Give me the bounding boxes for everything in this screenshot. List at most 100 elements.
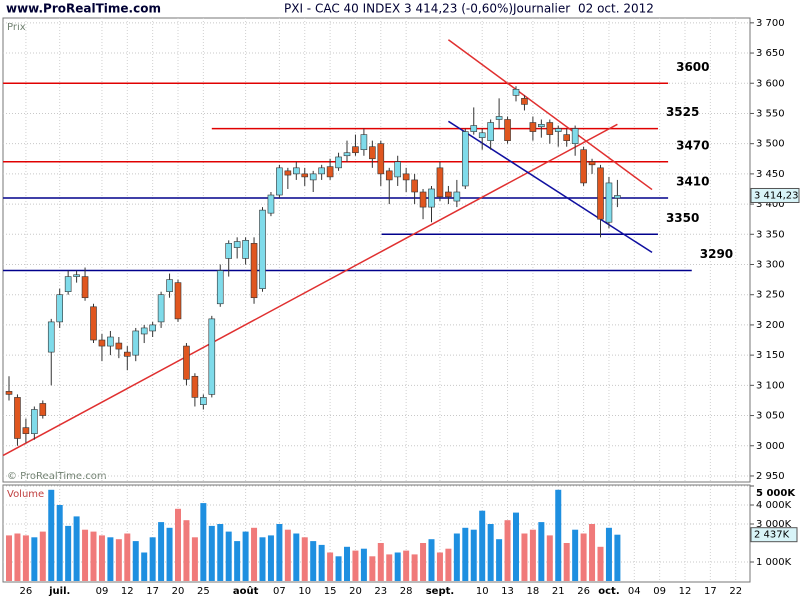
y-tick-label: 3 150: [756, 350, 785, 361]
candle-body: [200, 397, 207, 405]
candle-body: [360, 134, 368, 151]
volume-bar: [107, 537, 114, 581]
y-tick-label: 3 400: [756, 199, 785, 210]
last-close-badge: [750, 187, 800, 203]
candle-body: [343, 152, 351, 157]
volume-bar: [48, 489, 55, 581]
volume-bar: [445, 548, 452, 581]
volume-bar: [538, 522, 545, 581]
x-tick-label: 12: [679, 586, 692, 597]
candle-body: [90, 306, 97, 341]
level-label: 3290: [700, 247, 733, 261]
volume-bar: [259, 537, 266, 581]
volume-bar: [521, 533, 528, 581]
candle-body: [369, 146, 376, 160]
x-tick-label: 21: [552, 586, 565, 597]
candle-body: [521, 98, 528, 105]
volume-bar: [504, 520, 511, 581]
volume-bar: [14, 533, 21, 581]
candle-body: [250, 243, 258, 299]
x-tick-label: 28: [400, 586, 413, 597]
candle-body: [47, 321, 55, 353]
candle-body: [115, 342, 123, 350]
volume-bar: [344, 546, 350, 581]
volume-bar: [141, 552, 148, 581]
candle-body: [225, 243, 232, 259]
volume-label: Volume: [7, 489, 44, 500]
volume-bar: [132, 541, 139, 581]
last-volume-label: 2 437K: [754, 530, 790, 541]
candle-body: [242, 240, 249, 259]
volume-bar: [580, 533, 587, 581]
quote: 3 414,23 (-0,60%): [404, 2, 513, 16]
candle-body: [276, 167, 283, 196]
x-tick-label: 17: [146, 586, 159, 597]
candle-body: [39, 403, 47, 416]
candle-body: [478, 132, 486, 138]
y-tick-label: 5 000K: [756, 488, 796, 499]
level-label: 3600: [676, 60, 709, 74]
candle-body: [588, 161, 596, 166]
volume-bar: [487, 524, 494, 581]
candle-body: [191, 375, 199, 398]
volume-bar: [470, 529, 477, 581]
x-tick-label: 26: [20, 586, 33, 597]
volume-bar: [158, 522, 165, 581]
candle-body: [14, 397, 21, 439]
volume-bar: [597, 546, 604, 581]
price-panel: [2, 17, 751, 483]
volume-bar: [65, 525, 72, 581]
candle-body: [470, 125, 478, 132]
y-tick-label: 3 050: [756, 411, 785, 422]
candle-body: [411, 179, 418, 193]
volume-bar: [327, 552, 334, 581]
candle-body: [140, 327, 148, 335]
y-tick-label: 3 700: [756, 18, 785, 29]
candle-body: [124, 351, 131, 357]
y-tick-label: 2 950: [756, 471, 785, 482]
volume-bar: [563, 543, 570, 581]
candle-body: [352, 146, 359, 154]
x-tick-label: oct.: [598, 586, 619, 597]
volume-panel: [2, 484, 751, 583]
x-tick-label: sept.: [426, 586, 454, 597]
x-tick-label: 20: [172, 586, 185, 597]
y-tick-label: 3 450: [756, 169, 785, 180]
volume-bar: [56, 505, 63, 581]
volume-bar: [293, 533, 300, 581]
volume-bar: [420, 543, 427, 581]
y-tick-label: 3 600: [756, 78, 785, 89]
candle-body: [107, 336, 114, 347]
candle-body: [554, 128, 562, 132]
candle-body: [301, 173, 309, 178]
candle-body: [284, 170, 292, 176]
candle-body: [428, 188, 435, 208]
candle-body: [81, 276, 89, 299]
volume-bar: [22, 535, 29, 581]
volume-bar: [191, 537, 198, 581]
volume-bar: [124, 533, 131, 581]
candle-body: [495, 116, 503, 120]
candle-body: [487, 122, 494, 141]
volume-bar: [39, 531, 46, 581]
volume-bar: [496, 539, 503, 581]
y-tick-label: 3 500: [756, 139, 785, 150]
x-tick-label: 10: [298, 586, 311, 597]
candle-body: [208, 318, 216, 395]
x-tick-label: 13: [501, 586, 514, 597]
chart-title: PXI - CAC 40 INDEX: [284, 2, 400, 16]
level-label: 3470: [676, 138, 709, 152]
candle-body: [64, 276, 72, 292]
y-tick-label: 3 350: [756, 229, 785, 240]
candle-body: [394, 161, 402, 178]
volume-bar: [352, 550, 359, 581]
volume-bar: [614, 534, 621, 581]
level-label: 3410: [676, 175, 709, 189]
candle-body: [259, 209, 266, 289]
site: www.ProRealTime.com: [6, 2, 161, 16]
volume-bar: [589, 524, 596, 581]
volume-bar: [394, 552, 401, 581]
candle-body: [5, 391, 13, 395]
